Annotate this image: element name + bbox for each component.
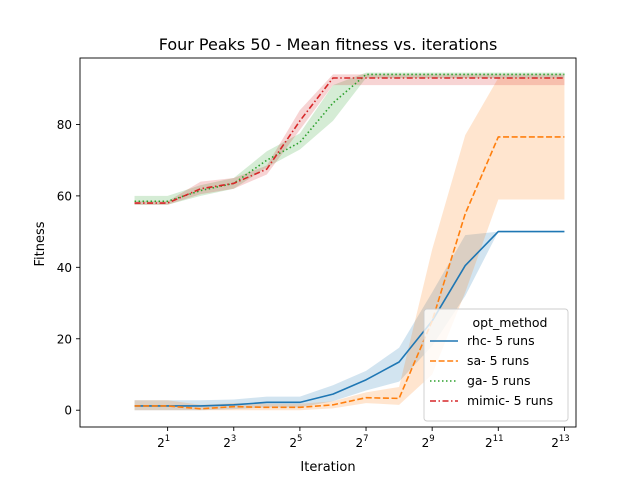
legend-title: opt_method (472, 315, 547, 330)
legend-label-sa: sa- 5 runs (467, 353, 529, 368)
chart-title: Four Peaks 50 - Mean fitness vs. iterati… (159, 35, 498, 54)
x-tick-label: 27 (355, 434, 368, 450)
line-sa (134, 136, 565, 410)
confidence-bands (134, 72, 565, 411)
line-rhc (134, 230, 565, 407)
x-tick-label: 211 (485, 434, 503, 450)
axes: 21 23 25 27 29 211 213 0 20 40 60 80 (57, 57, 577, 450)
line-mimic (134, 77, 565, 204)
line-ga (134, 73, 565, 203)
y-tick-label: 20 (57, 332, 72, 346)
x-tick-label: 25 (289, 434, 302, 450)
plot-frame (79, 57, 577, 428)
band-rhc (134, 231, 565, 411)
y-axis-label: Fitness (33, 221, 48, 266)
series-lines (134, 73, 565, 410)
legend: opt_method rhc- 5 runs sa- 5 runs ga- 5 run… (423, 308, 569, 422)
y-tick-label: 40 (57, 261, 72, 275)
legend-label-mimic: mimic- 5 runs (467, 393, 553, 408)
x-tick-label: 213 (551, 434, 569, 450)
y-tick-label: 80 (57, 118, 72, 132)
legend-box (423, 308, 569, 422)
legend-label-ga: ga- 5 runs (467, 373, 531, 388)
x-tick-label: 29 (422, 434, 435, 450)
legend-label-rhc: rhc- 5 runs (467, 333, 535, 348)
y-tick-label: 60 (57, 189, 72, 203)
x-tick-label: 21 (157, 434, 170, 450)
band-ga (134, 72, 565, 205)
x-tick-label: 23 (223, 434, 236, 450)
band-sa (134, 78, 565, 411)
x-axis-label: Iteration (300, 460, 355, 475)
y-tick-label: 0 (64, 404, 72, 418)
